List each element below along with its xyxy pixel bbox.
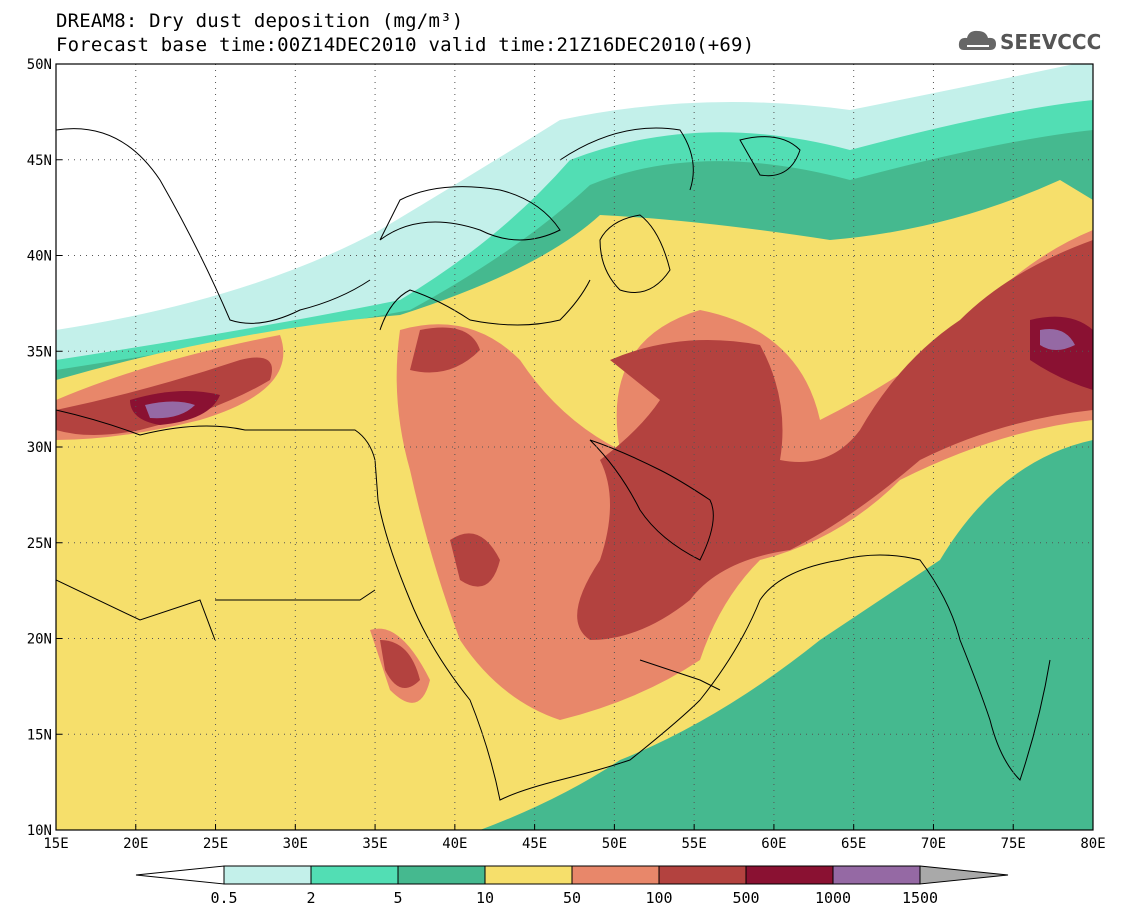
lat-tick-label: 30N [27, 440, 52, 456]
lon-tick-label: 60E [761, 836, 786, 852]
lon-tick-label: 25E [203, 836, 228, 852]
colorbar-level-label: 2 [306, 889, 315, 907]
colorbar-low-triangle [135, 865, 225, 885]
colorbar-level-label: 50 [563, 889, 581, 907]
colorbar-level-label: 500 [732, 889, 759, 907]
colorbar-legend: 0.5 2 5 10 50 100 500 1000 1500 [135, 865, 1009, 907]
lon-tick-label: 65E [841, 836, 866, 852]
longitude-labels: 15E 20E 25E 30E 35E 40E 45E 50E 55E 60E 65E 70E 75E 8… [43, 824, 1106, 852]
colorbar-swatch [397, 865, 486, 885]
colorbar-swatch [484, 865, 573, 885]
lon-tick-label: 75E [1001, 836, 1026, 852]
latitude-labels: 50N 45N 40N 35N 30N 25N 20N 15N 10N [27, 57, 62, 839]
colorbar-swatch [223, 865, 312, 885]
colorbar-level-label: 0.5 [210, 889, 237, 907]
coastlines [56, 127, 1051, 801]
lat-tick-label: 10N [27, 823, 52, 839]
colorbar-swatch [745, 865, 834, 885]
lat-tick-label: 15N [27, 727, 52, 743]
colorbar-level-label: 10 [476, 889, 494, 907]
lon-tick-label: 40E [442, 836, 467, 852]
map-title: DREAM8: Dry dust deposition (mg/m³) [56, 10, 464, 32]
lon-tick-label: 15E [43, 836, 68, 852]
lat-tick-label: 35N [27, 344, 52, 360]
logo-text: SEEVCCC [1000, 30, 1102, 54]
forecast-time-subtitle: Forecast base time:00Z14DEC2010 valid ti… [56, 34, 755, 56]
lat-tick-label: 45N [27, 153, 52, 169]
colorbar-level-label: 5 [393, 889, 402, 907]
seevccc-logo: SEEVCCC [958, 24, 1102, 58]
colorbar-high-triangle [919, 865, 1009, 885]
colorbar-level-label: 100 [645, 889, 672, 907]
lon-tick-label: 70E [921, 836, 946, 852]
lat-tick-label: 50N [27, 57, 52, 73]
colorbar-swatch [658, 865, 747, 885]
lat-tick-label: 20N [27, 632, 52, 648]
lon-tick-label: 45E [522, 836, 547, 852]
lat-lon-grid [56, 64, 1093, 830]
lat-tick-label: 40N [27, 249, 52, 265]
lat-tick-label: 25N [27, 536, 52, 552]
colorbar-swatch [310, 865, 399, 885]
lon-tick-label: 55E [682, 836, 707, 852]
deposition-field [56, 64, 1093, 830]
lon-tick-label: 50E [602, 836, 627, 852]
cloud-icon [958, 30, 996, 50]
lon-tick-label: 30E [283, 836, 308, 852]
lon-tick-label: 35E [362, 836, 387, 852]
colorbar-level-label: 1500 [902, 889, 938, 907]
colorbar-level-label: 1000 [815, 889, 851, 907]
colorbar-swatch [571, 865, 660, 885]
colorbar-swatch [832, 865, 921, 885]
lon-tick-label: 20E [123, 836, 148, 852]
lon-tick-label: 80E [1080, 836, 1105, 852]
